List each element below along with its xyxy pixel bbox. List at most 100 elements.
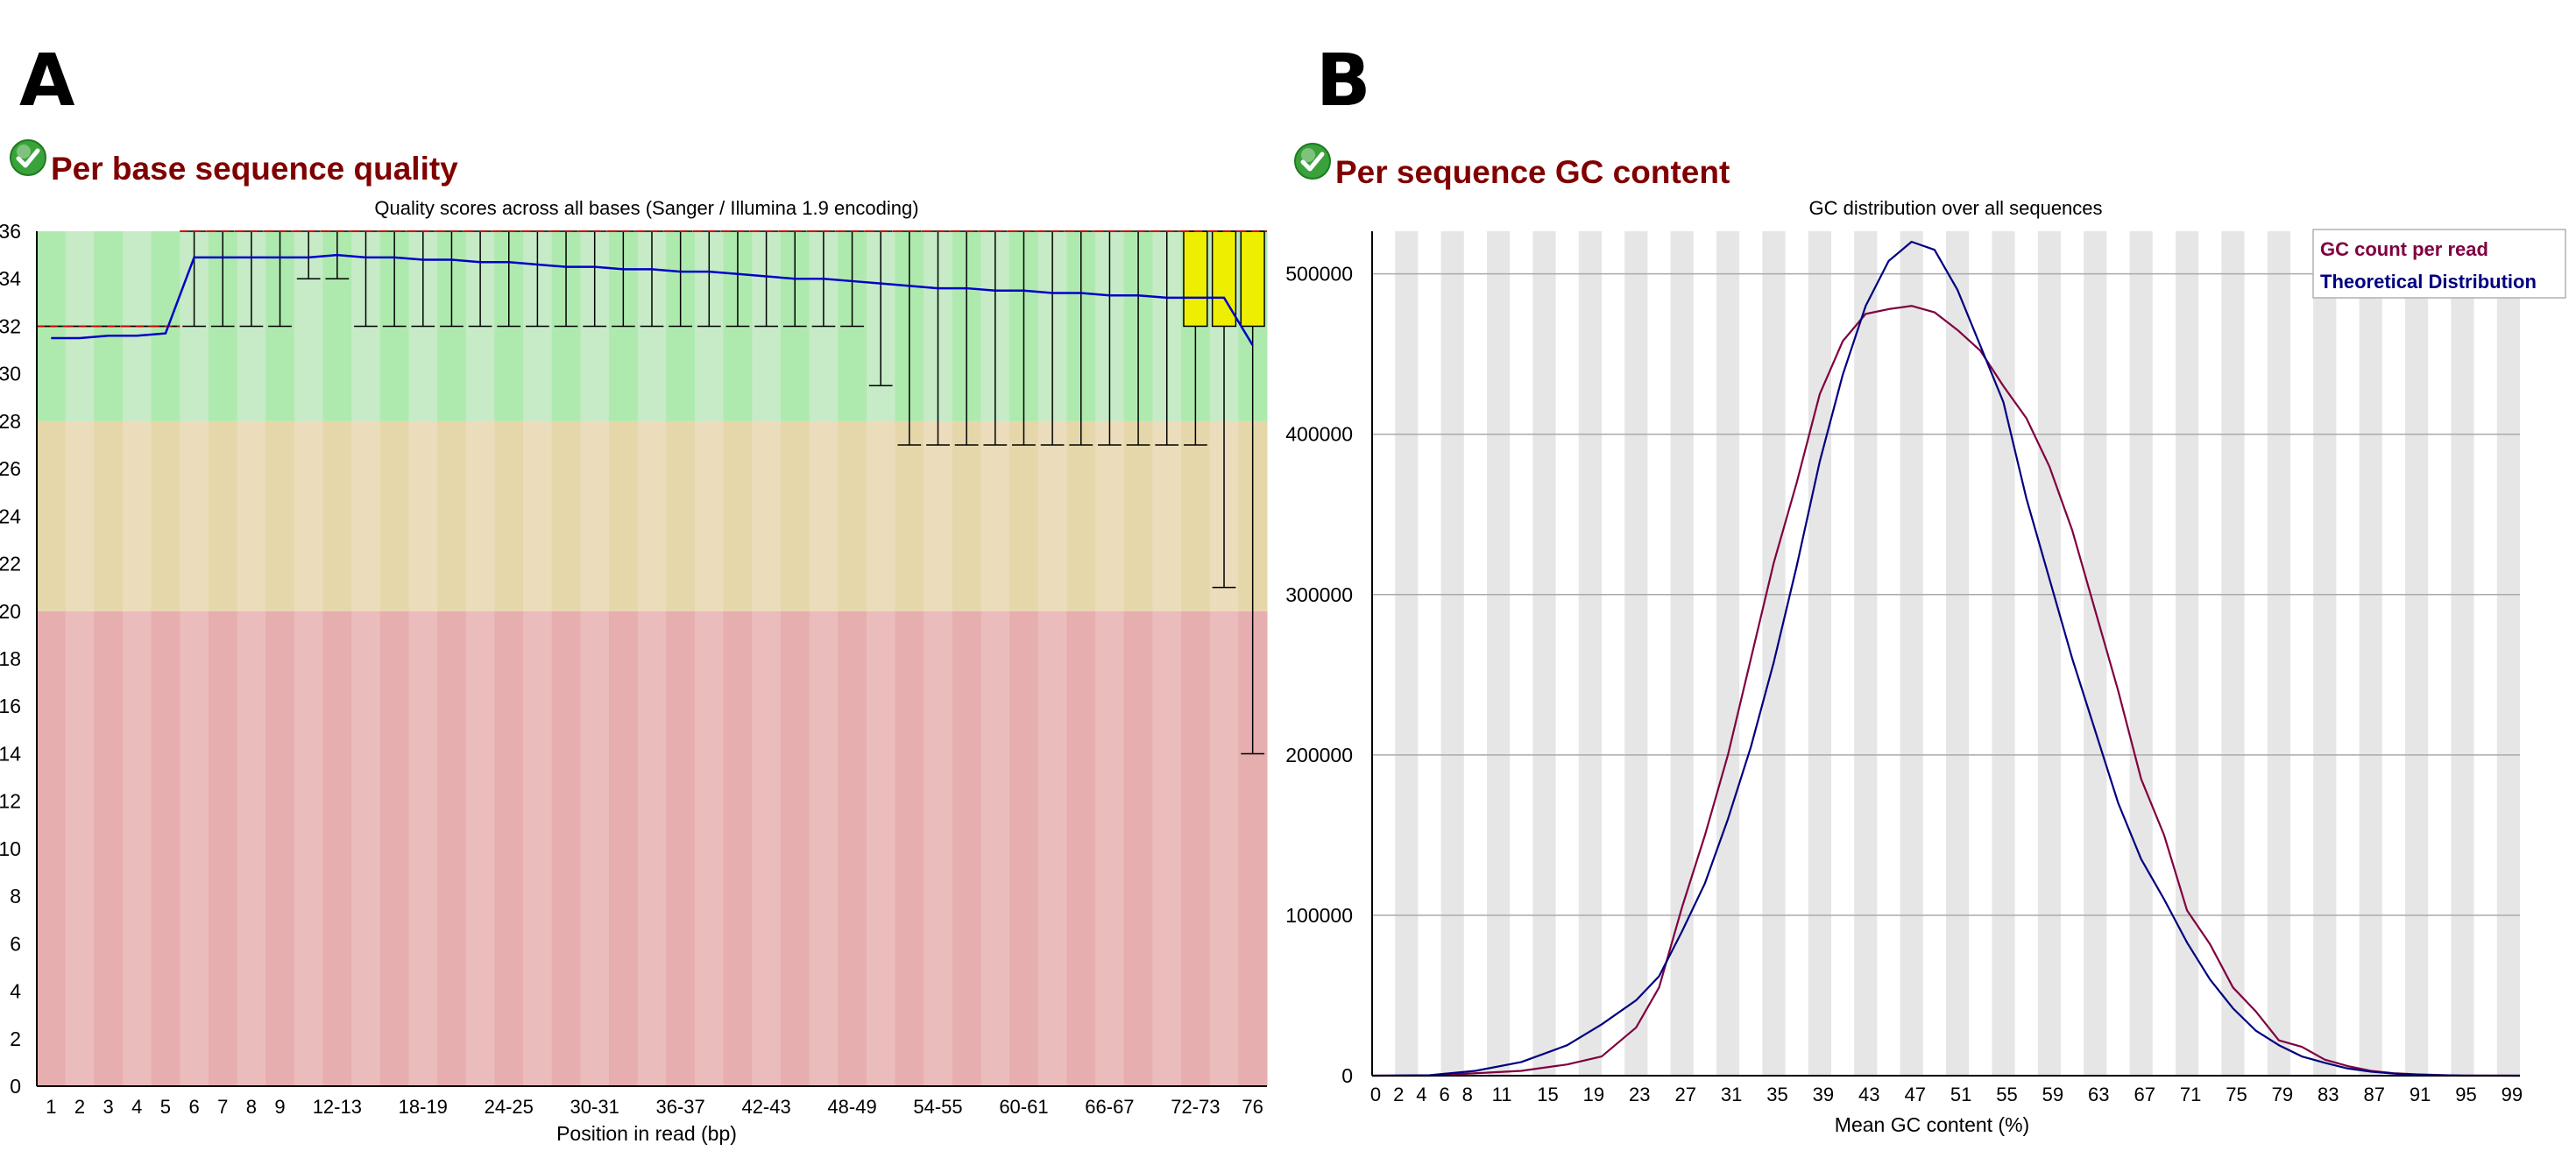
x-tick-label: 48-49 xyxy=(827,1096,876,1118)
zone-reasonable-band xyxy=(523,420,553,611)
y-tick-label: 4 xyxy=(10,980,21,1003)
x-tick-label: 4 xyxy=(131,1096,142,1118)
y-tick-label: 22 xyxy=(0,553,21,576)
zone-poor-band xyxy=(1095,611,1125,1086)
zone-reasonable-band xyxy=(37,420,67,611)
zone-reasonable-band xyxy=(838,420,867,611)
gc-count-line xyxy=(1372,305,2520,1077)
zone-reasonable-band xyxy=(208,420,238,611)
zone-poor-band xyxy=(694,611,725,1086)
y-tick-label: 30 xyxy=(0,363,21,385)
y-tick-label: 36 xyxy=(0,220,21,243)
zone-poor-band xyxy=(1181,611,1211,1086)
x-tick-label: 99 xyxy=(2502,1084,2523,1105)
background-stripe xyxy=(2037,231,2061,1076)
zone-poor-band xyxy=(294,611,324,1086)
background-stripe xyxy=(2496,231,2520,1076)
y-tick-label: 300000 xyxy=(1285,583,1353,606)
zone-poor-band xyxy=(580,611,610,1086)
x-tick-label: 67 xyxy=(2134,1084,2155,1105)
zone-reasonable-band xyxy=(580,420,610,611)
y-tick-label: 0 xyxy=(1341,1064,1353,1087)
zone-reasonable-band xyxy=(1009,420,1039,611)
zone-poor-band xyxy=(65,611,95,1086)
x-tick-label: 2 xyxy=(74,1096,85,1118)
zone-reasonable-band xyxy=(237,420,266,611)
x-tick-label: 4 xyxy=(1416,1084,1426,1105)
x-tick-label: 91 xyxy=(2410,1084,2431,1105)
y-tick-label: 16 xyxy=(0,695,21,717)
zone-reasonable-band xyxy=(780,420,810,611)
zone-poor-band xyxy=(1209,611,1239,1086)
x-tick-label: 6 xyxy=(1439,1084,1449,1105)
zone-poor-band xyxy=(895,611,924,1086)
x-tick-label: 55 xyxy=(1996,1084,2017,1105)
zone-poor-band xyxy=(809,611,839,1086)
x-tick-label: 1 xyxy=(46,1096,56,1118)
mean-line xyxy=(51,253,1254,346)
zone-reasonable-band xyxy=(1095,420,1125,611)
y-tick-label: 32 xyxy=(0,314,21,337)
x-tick-label: 35 xyxy=(1766,1084,1787,1105)
x-tick-label: 8 xyxy=(246,1096,257,1118)
background-stripe xyxy=(2359,231,2382,1076)
x-tick-label: 47 xyxy=(1904,1084,1925,1105)
x-tick-label: 6 xyxy=(188,1096,199,1118)
background-stripe xyxy=(1624,231,1648,1076)
background-stripe xyxy=(1395,231,1419,1076)
y-tick-label: 100000 xyxy=(1285,904,1353,927)
zone-reasonable-band xyxy=(265,420,295,611)
zone-reasonable-band xyxy=(694,420,725,611)
x-tick-label: 83 xyxy=(2318,1084,2339,1105)
zone-reasonable-band xyxy=(151,420,180,611)
zone-reasonable-band xyxy=(294,420,324,611)
x-tick-label: 23 xyxy=(1629,1084,1650,1105)
x-tick-label: 15 xyxy=(1537,1084,1558,1105)
zone-reasonable-band xyxy=(723,420,753,611)
x-tick-label: 30-31 xyxy=(570,1096,619,1118)
panel-a-title: Per base sequence quality xyxy=(51,151,458,187)
x-tick-label: 24-25 xyxy=(485,1096,534,1118)
zone-poor-band xyxy=(265,611,295,1086)
x-tick-label: 31 xyxy=(1721,1084,1742,1105)
zone-reasonable-band xyxy=(666,420,696,611)
zone-poor-band xyxy=(1037,611,1067,1086)
zone-reasonable-band xyxy=(465,420,495,611)
background-stripe xyxy=(2267,231,2290,1076)
x-tick-label: 19 xyxy=(1583,1084,1604,1105)
zone-poor-band xyxy=(723,611,753,1086)
x-tick-label: 12-13 xyxy=(313,1096,362,1118)
zone-poor-band xyxy=(1152,611,1182,1086)
zone-poor-band xyxy=(37,611,67,1086)
zone-poor-band xyxy=(237,611,266,1086)
zone-poor-band xyxy=(465,611,495,1086)
zone-poor-band xyxy=(322,611,352,1086)
zone-poor-band xyxy=(666,611,696,1086)
zone-poor-band xyxy=(952,611,981,1086)
zone-poor-band xyxy=(208,611,238,1086)
y-tick-label: 18 xyxy=(0,647,21,670)
zone-poor-band xyxy=(780,611,810,1086)
zone-reasonable-band xyxy=(1066,420,1096,611)
x-tick-label: 72-73 xyxy=(1171,1096,1220,1118)
zone-reasonable-band xyxy=(408,420,438,611)
zone-reasonable-band xyxy=(379,420,409,611)
y-tick-label: 24 xyxy=(0,505,21,527)
x-tick-label: 79 xyxy=(2272,1084,2293,1105)
zone-reasonable-band xyxy=(866,420,896,611)
legend-entry: Theoretical Distribution xyxy=(2320,271,2537,293)
background-stripe xyxy=(2451,231,2474,1076)
zone-reasonable-band xyxy=(1181,420,1211,611)
y-tick-label: 34 xyxy=(0,267,21,290)
x-tick-label: 95 xyxy=(2455,1084,2476,1105)
y-tick-label: 400000 xyxy=(1285,423,1353,446)
background-stripe xyxy=(1716,231,1740,1076)
y-tick-label: 8 xyxy=(10,885,21,907)
zone-poor-band xyxy=(980,611,1010,1086)
x-tick-label: 60-61 xyxy=(999,1096,1048,1118)
x-tick-label: 18-19 xyxy=(399,1096,448,1118)
background-stripe xyxy=(1808,231,1831,1076)
zone-reasonable-band xyxy=(980,420,1010,611)
chart-b-title: GC distribution over all sequences xyxy=(1808,197,2102,219)
legend-box xyxy=(2312,229,2566,299)
